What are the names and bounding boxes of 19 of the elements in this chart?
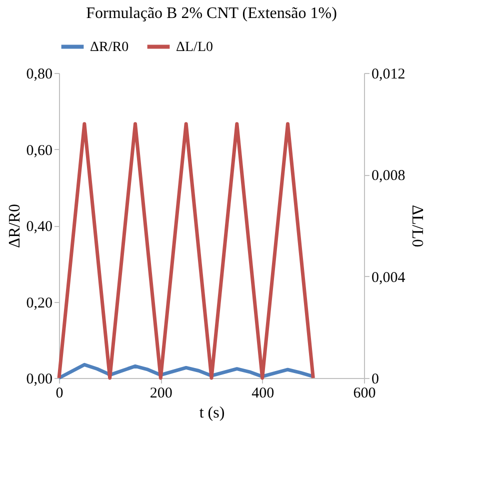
y-tick-label: 0,60 <box>26 142 52 159</box>
legend-label: ΔR/R0 <box>90 40 129 55</box>
y-tick-label: 0,80 <box>26 66 52 82</box>
y-axis-title: ΔR/R0 <box>6 204 24 248</box>
y-tick-label: 0,40 <box>26 219 52 235</box>
y2-tick-label: 0,012 <box>372 66 406 82</box>
x-tick-label: 0 <box>56 386 64 402</box>
y2-tick-label: 0,008 <box>372 168 406 184</box>
legend-label: ΔL/L0 <box>176 40 213 55</box>
y2-axis-title: ΔL/L0 <box>408 204 426 248</box>
x-axis-title: t (s) <box>199 404 225 422</box>
chart-title: Formulação B 2% CNT (Extensão 1%) <box>86 5 337 22</box>
y-tick-label: 0,00 <box>26 372 52 388</box>
x-tick-label: 200 <box>150 386 172 402</box>
x-tick-label: 400 <box>252 386 274 402</box>
y-tick-label: 0,20 <box>26 295 52 312</box>
x-tick-label: 600 <box>353 386 376 402</box>
y2-tick-label: 0,004 <box>372 270 406 286</box>
y2-tick-label: 0 <box>372 372 379 388</box>
